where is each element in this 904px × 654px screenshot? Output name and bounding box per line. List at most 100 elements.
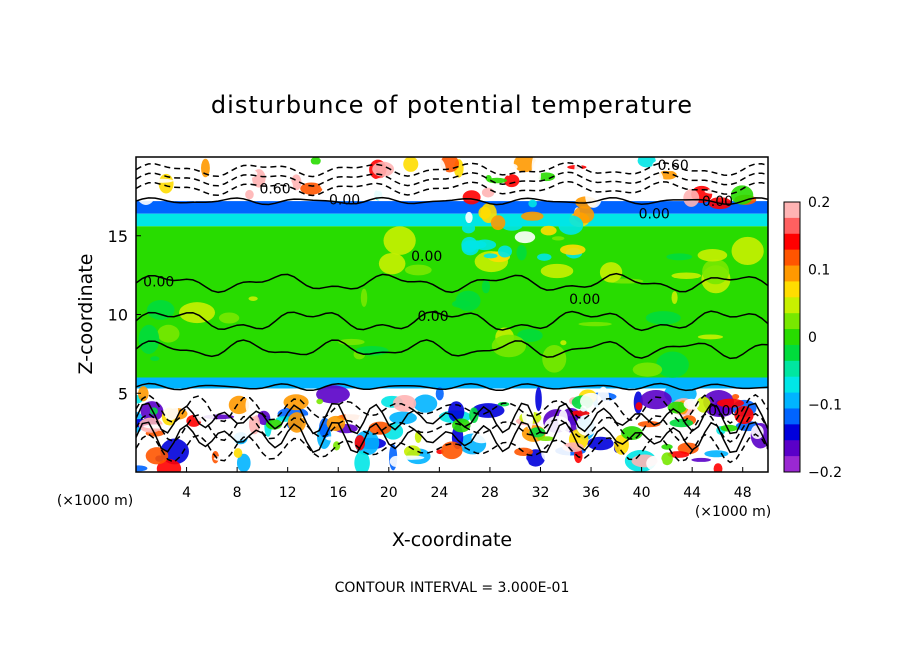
field-blob [603,454,617,467]
colorbar-swatch [784,297,800,314]
contour-line [136,171,768,187]
field-blob [143,424,172,429]
field-blob [236,453,251,472]
field-blob [465,211,473,224]
field-blob [491,334,526,358]
field-blob [136,157,156,173]
field-blob [157,324,180,343]
field-blob [537,436,555,442]
chart-title: disturbunce of potential temperature [211,91,693,119]
contour-label: 0.00 [569,292,600,308]
contour-label: 0.00 [639,207,670,223]
x-unit-left: (×1000 m) [57,493,133,509]
field-blob [637,420,661,428]
field-band [136,201,768,214]
field-blob [540,263,574,279]
x-tick-label: 4 [182,485,191,501]
field-blob [455,290,481,311]
field-blob [228,395,250,415]
x-tick-label: 32 [532,485,550,501]
field-blob [761,157,768,169]
field-blob [740,447,759,464]
field-blob [614,434,629,455]
field-blob [560,244,586,256]
colorbar-swatch [784,313,800,330]
field-blob [544,415,571,438]
field-blob [669,418,694,428]
y-tick-label: 5 [118,384,128,403]
field-blob [697,334,724,340]
field-blob [671,272,702,279]
field-blob [558,215,584,235]
field-blob [345,409,362,423]
field-blob [720,424,738,432]
field-blob [661,452,673,466]
colorbar-swatch [784,456,800,473]
field-blob [248,296,258,301]
field-blob [441,441,463,460]
field-blob [404,264,432,276]
field-blob [245,189,254,200]
x-tick-label: 24 [430,485,448,501]
field-blob [310,157,321,166]
field-blob [578,321,612,327]
colorbar-tick-label: −0.2 [808,465,842,481]
field-blob [683,189,700,207]
contour-interval-note: CONTOUR INTERVAL = 3.000E-01 [335,580,570,596]
contour-label: 0.00 [417,309,448,325]
field-blob [224,431,248,441]
field-blob [505,163,518,171]
field-blob [574,158,582,183]
field-blob [504,174,520,188]
contour-label: 0.60 [259,182,290,198]
field-blob [300,182,323,195]
field-blob [413,394,438,413]
contour-line [136,196,768,206]
contour-label: 0.60 [658,158,689,174]
field-blob [541,443,571,465]
field-blob [360,288,368,307]
field-blob [435,387,444,401]
field-blob [731,236,764,266]
field-blob [580,392,603,410]
contour-label: 0.00 [411,249,442,265]
field-blob [537,253,552,261]
field-blob [585,184,603,208]
field-blob [640,390,672,410]
field-blob [473,239,497,251]
colorbar-tick-label: 0 [808,330,817,346]
contour-line [136,382,768,392]
field-blob [201,158,210,178]
field-blob [652,158,688,172]
field-blob [481,187,495,198]
field-blob [398,455,425,460]
x-unit-right: (×1000 m) [695,504,771,520]
field-blob [540,225,557,236]
field-blob [208,429,227,434]
field-blob [452,418,471,433]
colorbar-swatch [784,360,800,378]
field-band [136,213,768,227]
field-blob [348,177,360,187]
contour-line [136,161,768,178]
field-blob [378,252,406,275]
field-blob [742,157,752,171]
colorbar-swatch [784,233,800,251]
field-blob [666,253,693,261]
contour-label: 0.00 [329,193,360,209]
field-blob [671,291,678,305]
field-blob [551,236,565,241]
colorbar-swatch [784,281,800,298]
colorbar-swatch [784,440,800,457]
field-blob [481,280,490,294]
field-blob [147,169,162,181]
field-blob [704,450,729,458]
field-blob [560,340,567,346]
x-tick-label: 12 [279,485,297,501]
field-blob [516,457,530,472]
x-tick-label: 16 [329,485,347,501]
field-blob [597,386,610,410]
field-blob [325,436,337,441]
field-blob [677,442,699,455]
